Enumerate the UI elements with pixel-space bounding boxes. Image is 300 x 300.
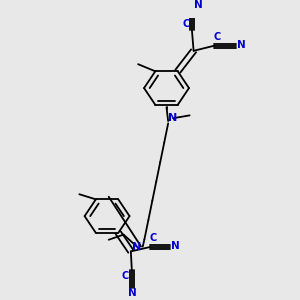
Text: N: N — [194, 0, 202, 10]
Text: N: N — [236, 40, 245, 50]
Text: C: C — [121, 271, 128, 281]
Text: C: C — [182, 20, 189, 29]
Text: C: C — [149, 233, 156, 243]
Text: N: N — [128, 288, 137, 298]
Text: C: C — [213, 32, 221, 42]
Text: N: N — [132, 242, 141, 252]
Text: N: N — [168, 113, 177, 123]
Text: N: N — [171, 241, 180, 251]
